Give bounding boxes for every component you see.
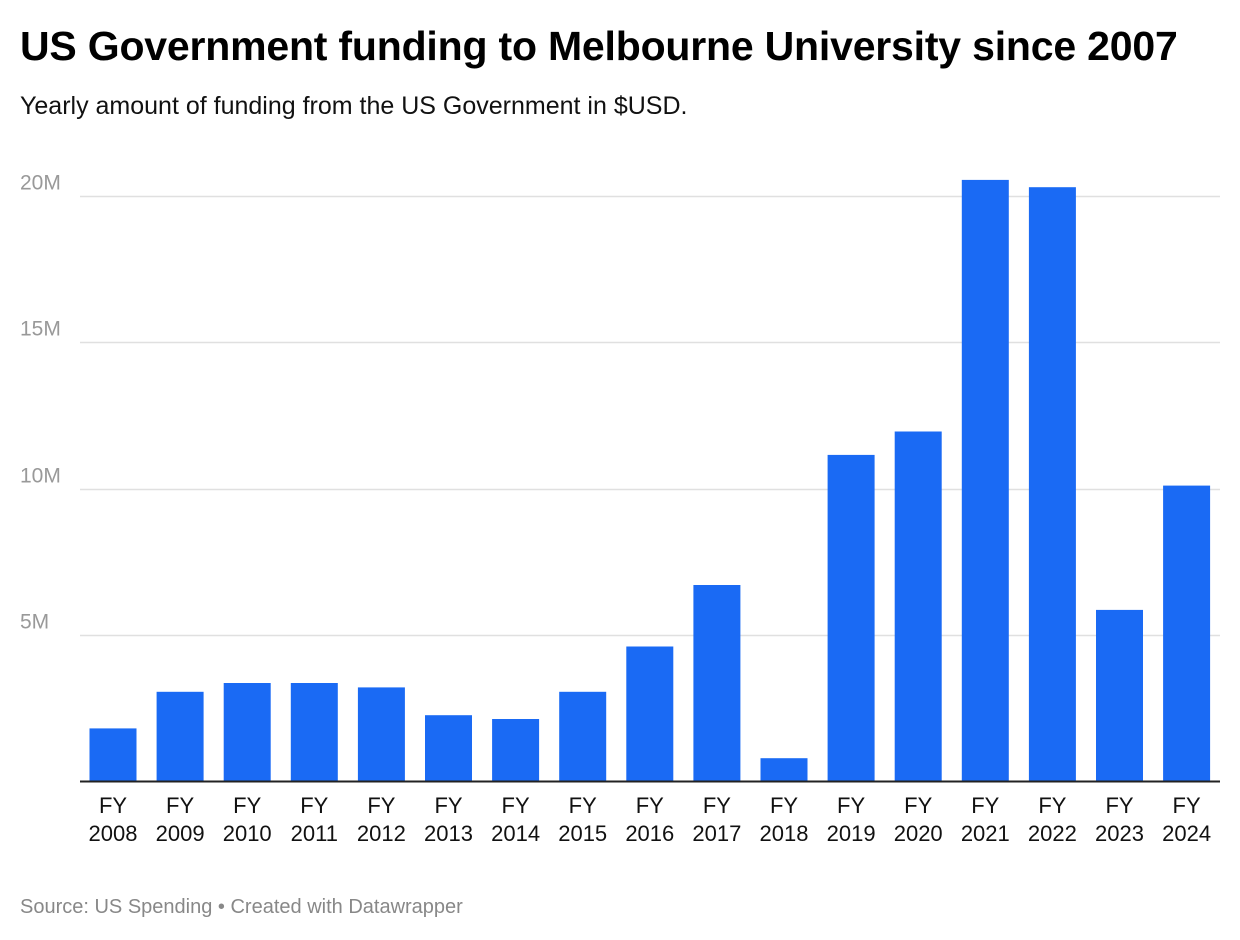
bar <box>626 646 674 781</box>
x-tick-label-line: FY <box>300 793 328 818</box>
x-tick-label-line: FY <box>703 793 731 818</box>
bar <box>760 758 808 781</box>
x-tick-label-line: 2018 <box>760 821 809 846</box>
bar <box>89 728 137 781</box>
x-tick-label-line: 2017 <box>692 821 741 846</box>
bar <box>357 687 405 781</box>
credit-note: Created with Datawrapper <box>230 896 463 918</box>
bar <box>425 715 472 781</box>
x-tick-label-line: 2024 <box>1162 821 1211 846</box>
bar <box>290 683 338 781</box>
source-note: Source: US Spending <box>20 896 213 918</box>
x-tick-label-line: FY <box>569 793 597 818</box>
x-tick-label: FY 2021 <box>961 793 1010 846</box>
x-tick-label-line: 2023 <box>1095 821 1144 846</box>
bar <box>1163 485 1211 781</box>
x-tick-label: FY 2014 <box>491 793 540 846</box>
chart-title: US Government funding to Melbourne Unive… <box>20 23 1178 69</box>
x-tick-label-line: FY <box>233 793 261 818</box>
y-tick-label: 5M <box>20 611 49 634</box>
x-tick-label: FY 2017 <box>692 793 741 846</box>
footer-separator: • <box>217 896 225 918</box>
x-tick-label-line: 2019 <box>827 821 876 846</box>
x-tick-label-line: 2022 <box>1028 821 1077 846</box>
x-tick-label-line: FY <box>434 793 462 818</box>
x-tick-label-line: 2008 <box>89 821 138 846</box>
y-tick-label: 20M <box>20 172 61 195</box>
x-tick-label-line: FY <box>636 793 664 818</box>
x-axis-category-labels: FY 2008 FY 2009 FY 2010 FY 2011 FY 2012 FY 2013 FY 20… <box>89 793 1212 846</box>
chart-footer: Source: US Spending • Created with Dataw… <box>20 894 463 920</box>
x-tick-label: FY 2010 <box>223 793 272 846</box>
x-tick-label-line: 2010 <box>223 821 272 846</box>
bar <box>223 683 271 781</box>
x-tick-label-line: FY <box>1105 793 1133 818</box>
x-tick-label-line: FY <box>904 793 932 818</box>
x-tick-label-line: FY <box>99 793 127 818</box>
x-tick-label: FY 2015 <box>558 793 607 846</box>
x-tick-label-line: FY <box>1173 793 1201 818</box>
y-tick-label: 10M <box>20 465 61 488</box>
bar <box>492 719 540 781</box>
x-tick-label-line: 2014 <box>491 821 540 846</box>
bar <box>827 454 875 781</box>
x-tick-label-line: 2009 <box>156 821 205 846</box>
x-tick-label: FY 2022 <box>1028 793 1077 846</box>
x-tick-label-line: FY <box>1038 793 1066 818</box>
y-tick-label: 15M <box>20 318 61 341</box>
x-tick-label: FY 2019 <box>827 793 876 846</box>
x-tick-label: FY 2008 <box>89 793 138 846</box>
x-tick-label: FY 2011 <box>291 793 338 846</box>
x-tick-label-line: 2015 <box>558 821 607 846</box>
bar <box>559 691 607 781</box>
x-tick-label-line: 2011 <box>291 821 338 846</box>
x-tick-label: FY 2023 <box>1095 793 1144 846</box>
x-tick-label-line: 2013 <box>424 821 473 846</box>
x-tick-label-line: 2020 <box>894 821 943 846</box>
bar <box>961 179 1009 781</box>
x-tick-label-line: 2021 <box>961 821 1010 846</box>
x-tick-label: FY 2012 <box>357 793 406 846</box>
bar <box>894 431 942 781</box>
x-tick-label-line: 2012 <box>357 821 406 846</box>
x-tick-label: FY 2016 <box>625 793 674 846</box>
x-tick-label-line: FY <box>770 793 798 818</box>
x-tick-label-line: FY <box>166 793 194 818</box>
bar <box>156 691 204 781</box>
x-tick-label-line: 2016 <box>625 821 674 846</box>
x-tick-label: FY 2024 <box>1162 793 1211 846</box>
x-tick-label-line: FY <box>971 793 999 818</box>
x-tick-label-line: FY <box>367 793 395 818</box>
x-tick-label: FY 2018 <box>760 793 809 846</box>
x-tick-label: FY 2013 <box>424 793 473 846</box>
bar <box>1028 187 1076 781</box>
x-tick-label-line: FY <box>837 793 865 818</box>
chart-subtitle: Yearly amount of funding from the US Gov… <box>20 92 688 120</box>
y-axis-tick-labels: 5M 10M 15M 20M <box>20 172 61 634</box>
x-tick-label: FY 2009 <box>156 793 205 846</box>
bar <box>1096 609 1143 781</box>
bar <box>693 585 741 781</box>
bars <box>89 179 1211 781</box>
x-tick-label: FY 2020 <box>894 793 943 846</box>
x-tick-label-line: FY <box>502 793 530 818</box>
